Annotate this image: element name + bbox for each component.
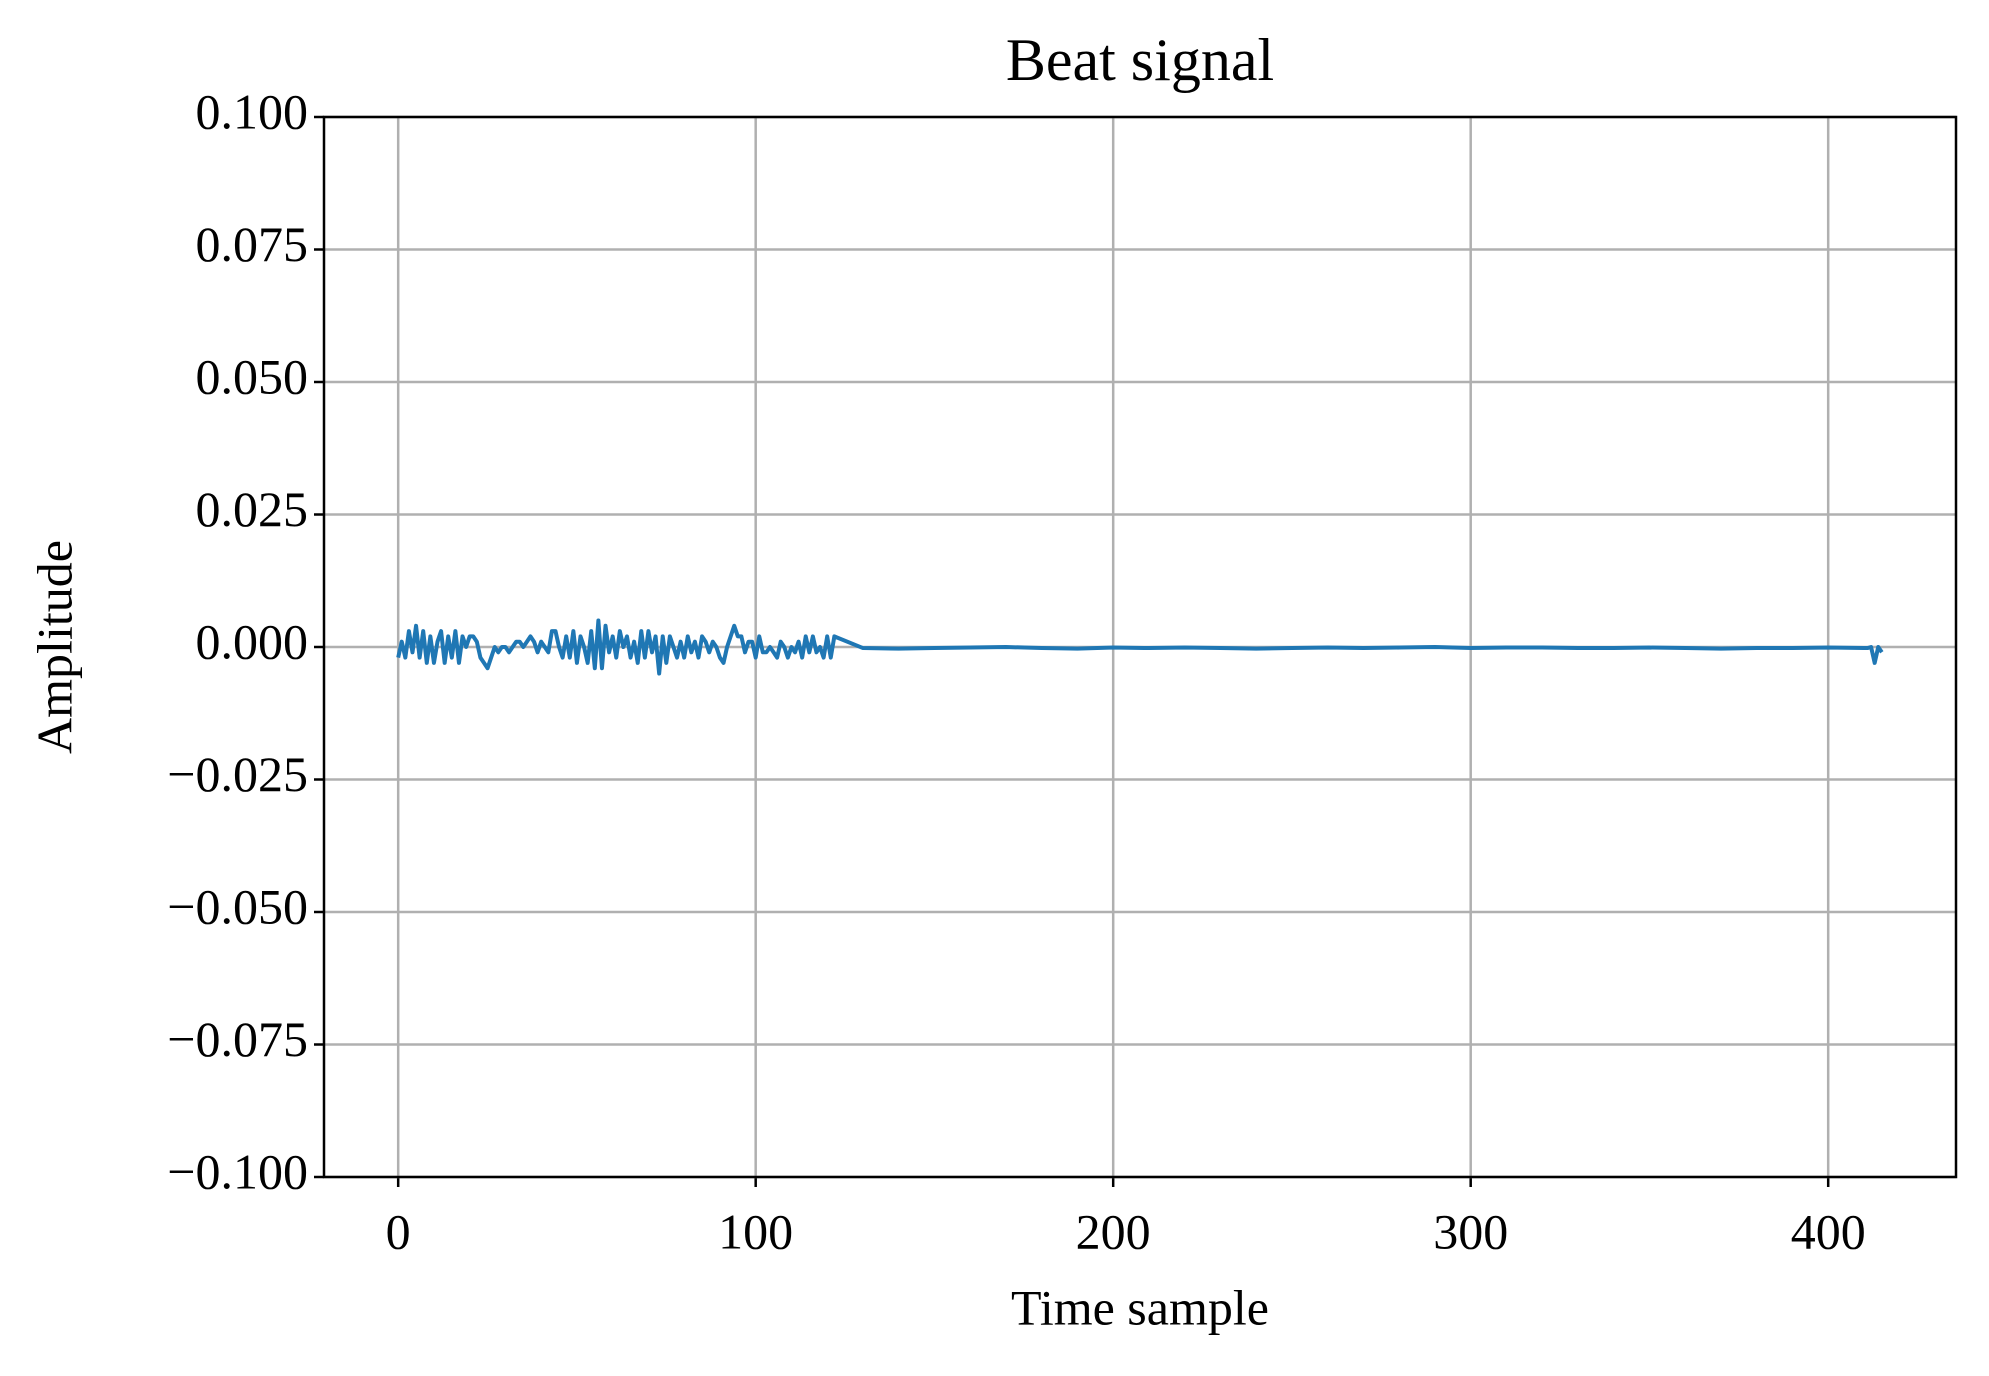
y-axis-label: Amplitude (26, 540, 82, 754)
plot-frame (322, 115, 1958, 1179)
chart-title: Beat signal (1006, 27, 1274, 93)
y-tick-label: 0.075 (196, 216, 309, 272)
y-tick-label: −0.050 (167, 878, 308, 934)
x-axis-label: Time sample (1011, 1279, 1269, 1335)
y-tick-label: −0.100 (167, 1143, 308, 1199)
x-tick-label: 400 (1791, 1203, 1866, 1259)
y-tick-label: 0.025 (196, 481, 309, 537)
y-tick-label: 0.100 (196, 83, 309, 139)
y-tick-label: −0.025 (167, 746, 308, 802)
x-tick-label: 200 (1076, 1203, 1151, 1259)
y-tick-label: −0.075 (167, 1011, 308, 1067)
x-tick-label: 300 (1433, 1203, 1508, 1259)
y-tick-label: 0.000 (196, 613, 309, 669)
x-tick-label: 0 (386, 1203, 411, 1259)
y-tick-label: 0.050 (196, 348, 309, 404)
line (396, 618, 1884, 676)
x-tick-label: 100 (718, 1203, 793, 1259)
